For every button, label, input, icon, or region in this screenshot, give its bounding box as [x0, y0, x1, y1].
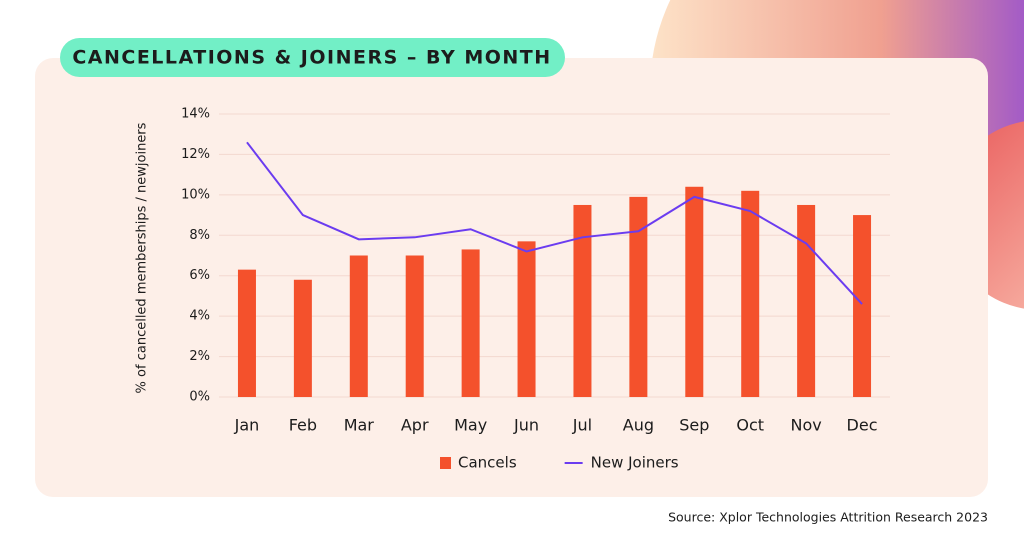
bar [685, 186, 704, 397]
x-tick-label: Feb [289, 416, 317, 435]
x-tick-label: Oct [736, 416, 764, 435]
bar [741, 190, 760, 397]
bar [853, 215, 872, 397]
x-tick-label: Sep [679, 416, 709, 435]
bar [293, 279, 312, 397]
y-tick-label: 8% [189, 228, 210, 243]
x-tick-label: Jun [513, 416, 539, 435]
bar [461, 249, 480, 397]
y-tick-label: 4% [189, 309, 210, 324]
chart-title: CANCELLATIONS & JOINERS – BY MONTH [72, 47, 551, 69]
x-tick-label: Aug [623, 416, 654, 435]
legend-label: Cancels [458, 454, 517, 472]
x-tick-label: May [454, 416, 487, 435]
y-tick-label: 14% [181, 107, 210, 122]
x-tick-label: Dec [847, 416, 878, 435]
x-tick-label: Jan [234, 416, 260, 435]
legend-swatch [440, 457, 451, 469]
x-tick-label: Jul [572, 416, 592, 435]
x-tick-label: Apr [401, 416, 429, 435]
bar [349, 255, 368, 397]
x-tick-label: Nov [791, 416, 822, 435]
y-tick-label: 2% [189, 349, 210, 364]
source: Source: Xplor Technologies Attrition Res… [668, 510, 988, 525]
panel [35, 58, 988, 497]
bar [629, 196, 648, 397]
bar [797, 204, 816, 397]
x-tick-label: Mar [344, 416, 375, 435]
bar [405, 255, 424, 397]
bar [237, 269, 256, 397]
y-tick-label: 12% [181, 147, 210, 162]
y-tick-label: 0% [189, 390, 210, 405]
bar [517, 241, 536, 397]
legend-label: New Joiners [591, 454, 679, 472]
y-axis-label: % of cancelled memberships / newjoiners [135, 122, 150, 393]
bar [573, 204, 592, 397]
title-pill [60, 38, 565, 77]
y-tick-label: 10% [181, 187, 210, 202]
line [246, 141, 863, 305]
y-tick-label: 6% [189, 268, 210, 283]
